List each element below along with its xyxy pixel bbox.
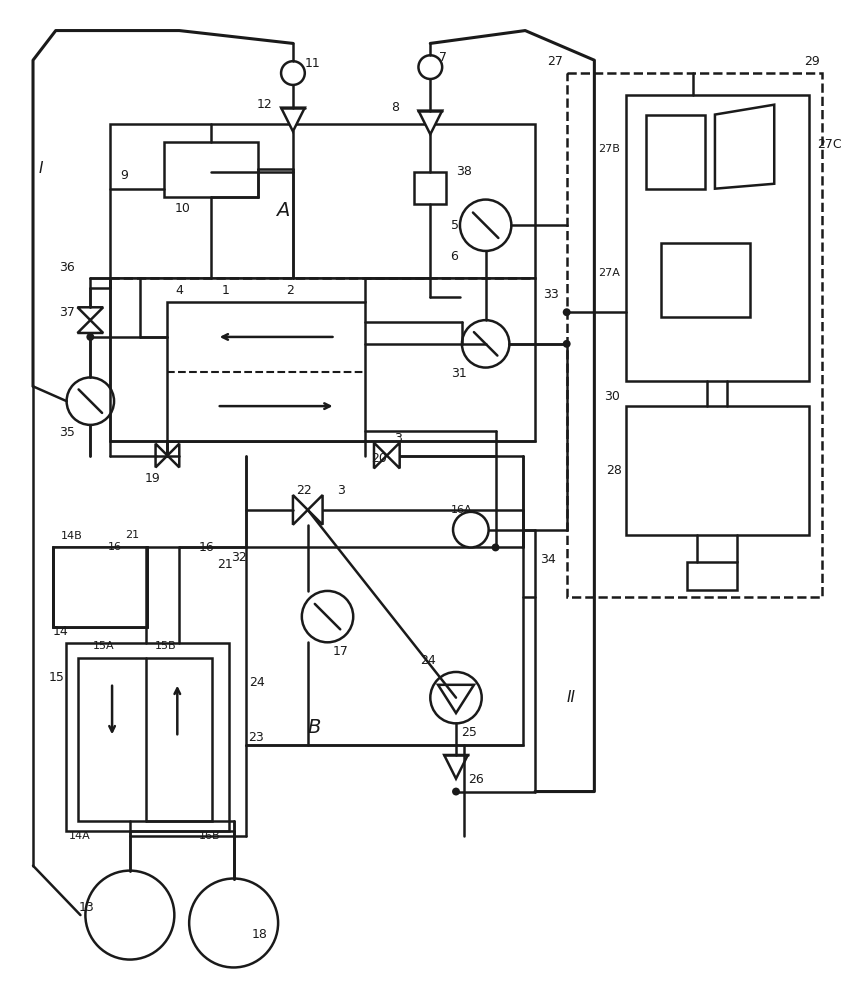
Polygon shape xyxy=(78,307,103,320)
Text: 33: 33 xyxy=(543,288,558,301)
Text: 27: 27 xyxy=(546,55,562,68)
Bar xyxy=(52,547,147,627)
Circle shape xyxy=(491,543,499,551)
Text: 15A: 15A xyxy=(93,641,115,651)
Text: 23: 23 xyxy=(248,731,264,744)
Text: 31: 31 xyxy=(451,367,466,380)
Text: B: B xyxy=(307,718,321,737)
Bar xyxy=(110,124,534,278)
Circle shape xyxy=(189,879,278,967)
Text: 35: 35 xyxy=(58,426,74,439)
Text: II: II xyxy=(566,690,575,705)
Text: 37: 37 xyxy=(58,306,74,319)
Text: 25: 25 xyxy=(460,726,476,739)
Text: 26: 26 xyxy=(468,773,483,786)
Text: 14A: 14A xyxy=(68,831,90,841)
Circle shape xyxy=(85,871,174,960)
Text: 5: 5 xyxy=(451,219,458,232)
Text: 1: 1 xyxy=(221,284,230,297)
Polygon shape xyxy=(167,444,179,467)
Text: 12: 12 xyxy=(256,98,272,111)
Text: 16B: 16B xyxy=(199,831,220,841)
Text: 6: 6 xyxy=(450,250,457,263)
Text: 36: 36 xyxy=(58,261,74,274)
Bar xyxy=(110,278,534,441)
Text: I: I xyxy=(39,161,43,176)
Text: 19: 19 xyxy=(144,472,160,485)
Bar xyxy=(246,547,522,745)
Text: 22: 22 xyxy=(295,484,311,497)
Text: 34: 34 xyxy=(539,553,555,566)
Text: 24: 24 xyxy=(249,676,265,689)
Text: 9: 9 xyxy=(120,169,127,182)
Text: 14: 14 xyxy=(52,625,68,638)
Text: 27B: 27B xyxy=(598,144,619,154)
Circle shape xyxy=(281,61,305,85)
Circle shape xyxy=(430,672,481,723)
Text: 20: 20 xyxy=(371,452,387,465)
Bar xyxy=(167,302,365,441)
Bar xyxy=(686,562,736,590)
Text: A: A xyxy=(276,201,289,220)
Circle shape xyxy=(452,788,459,796)
Text: 16A: 16A xyxy=(451,505,472,515)
Circle shape xyxy=(562,340,570,348)
Circle shape xyxy=(86,333,95,341)
Circle shape xyxy=(301,591,353,642)
Text: 15: 15 xyxy=(49,671,65,684)
Text: 24: 24 xyxy=(420,654,436,667)
Text: 32: 32 xyxy=(230,551,246,564)
Polygon shape xyxy=(418,111,441,134)
Text: 3: 3 xyxy=(337,484,345,497)
Polygon shape xyxy=(714,105,773,189)
Bar xyxy=(52,547,147,627)
Circle shape xyxy=(452,512,488,547)
Bar xyxy=(645,115,704,189)
Polygon shape xyxy=(293,495,307,525)
Text: 29: 29 xyxy=(803,55,819,68)
Bar xyxy=(66,643,229,831)
Text: 10: 10 xyxy=(174,202,190,215)
Text: 14B: 14B xyxy=(61,531,83,541)
Text: 4: 4 xyxy=(175,284,183,297)
Bar xyxy=(414,172,446,204)
Bar xyxy=(566,73,820,597)
Text: 2: 2 xyxy=(285,284,294,297)
Bar xyxy=(625,95,808,381)
Text: 28: 28 xyxy=(605,464,621,477)
Text: 18: 18 xyxy=(252,928,267,941)
Polygon shape xyxy=(444,755,468,779)
Text: 8: 8 xyxy=(390,101,398,114)
Text: 30: 30 xyxy=(603,390,619,403)
Text: 7: 7 xyxy=(439,51,446,64)
Bar xyxy=(165,142,258,197)
Text: 17: 17 xyxy=(332,645,348,658)
Circle shape xyxy=(418,55,441,79)
Polygon shape xyxy=(281,108,305,131)
Circle shape xyxy=(459,200,511,251)
Text: 3: 3 xyxy=(393,432,401,445)
Bar xyxy=(625,406,808,535)
Text: 16: 16 xyxy=(199,541,214,554)
Text: 27A: 27A xyxy=(598,268,619,278)
Polygon shape xyxy=(78,320,103,333)
Circle shape xyxy=(462,320,509,368)
Text: 15B: 15B xyxy=(154,641,176,651)
Text: 21: 21 xyxy=(125,530,139,540)
Polygon shape xyxy=(374,443,387,468)
Circle shape xyxy=(562,308,570,316)
Text: 13: 13 xyxy=(78,901,95,914)
Text: 38: 38 xyxy=(456,165,471,178)
Polygon shape xyxy=(307,495,322,525)
Bar xyxy=(78,658,212,821)
Bar xyxy=(660,243,749,317)
Polygon shape xyxy=(155,444,167,467)
Text: 27C: 27C xyxy=(816,138,841,151)
Circle shape xyxy=(67,377,114,425)
Text: 11: 11 xyxy=(305,57,320,70)
Polygon shape xyxy=(437,685,473,713)
Text: 21: 21 xyxy=(217,558,232,571)
Text: 16: 16 xyxy=(108,542,122,552)
Polygon shape xyxy=(387,443,399,468)
